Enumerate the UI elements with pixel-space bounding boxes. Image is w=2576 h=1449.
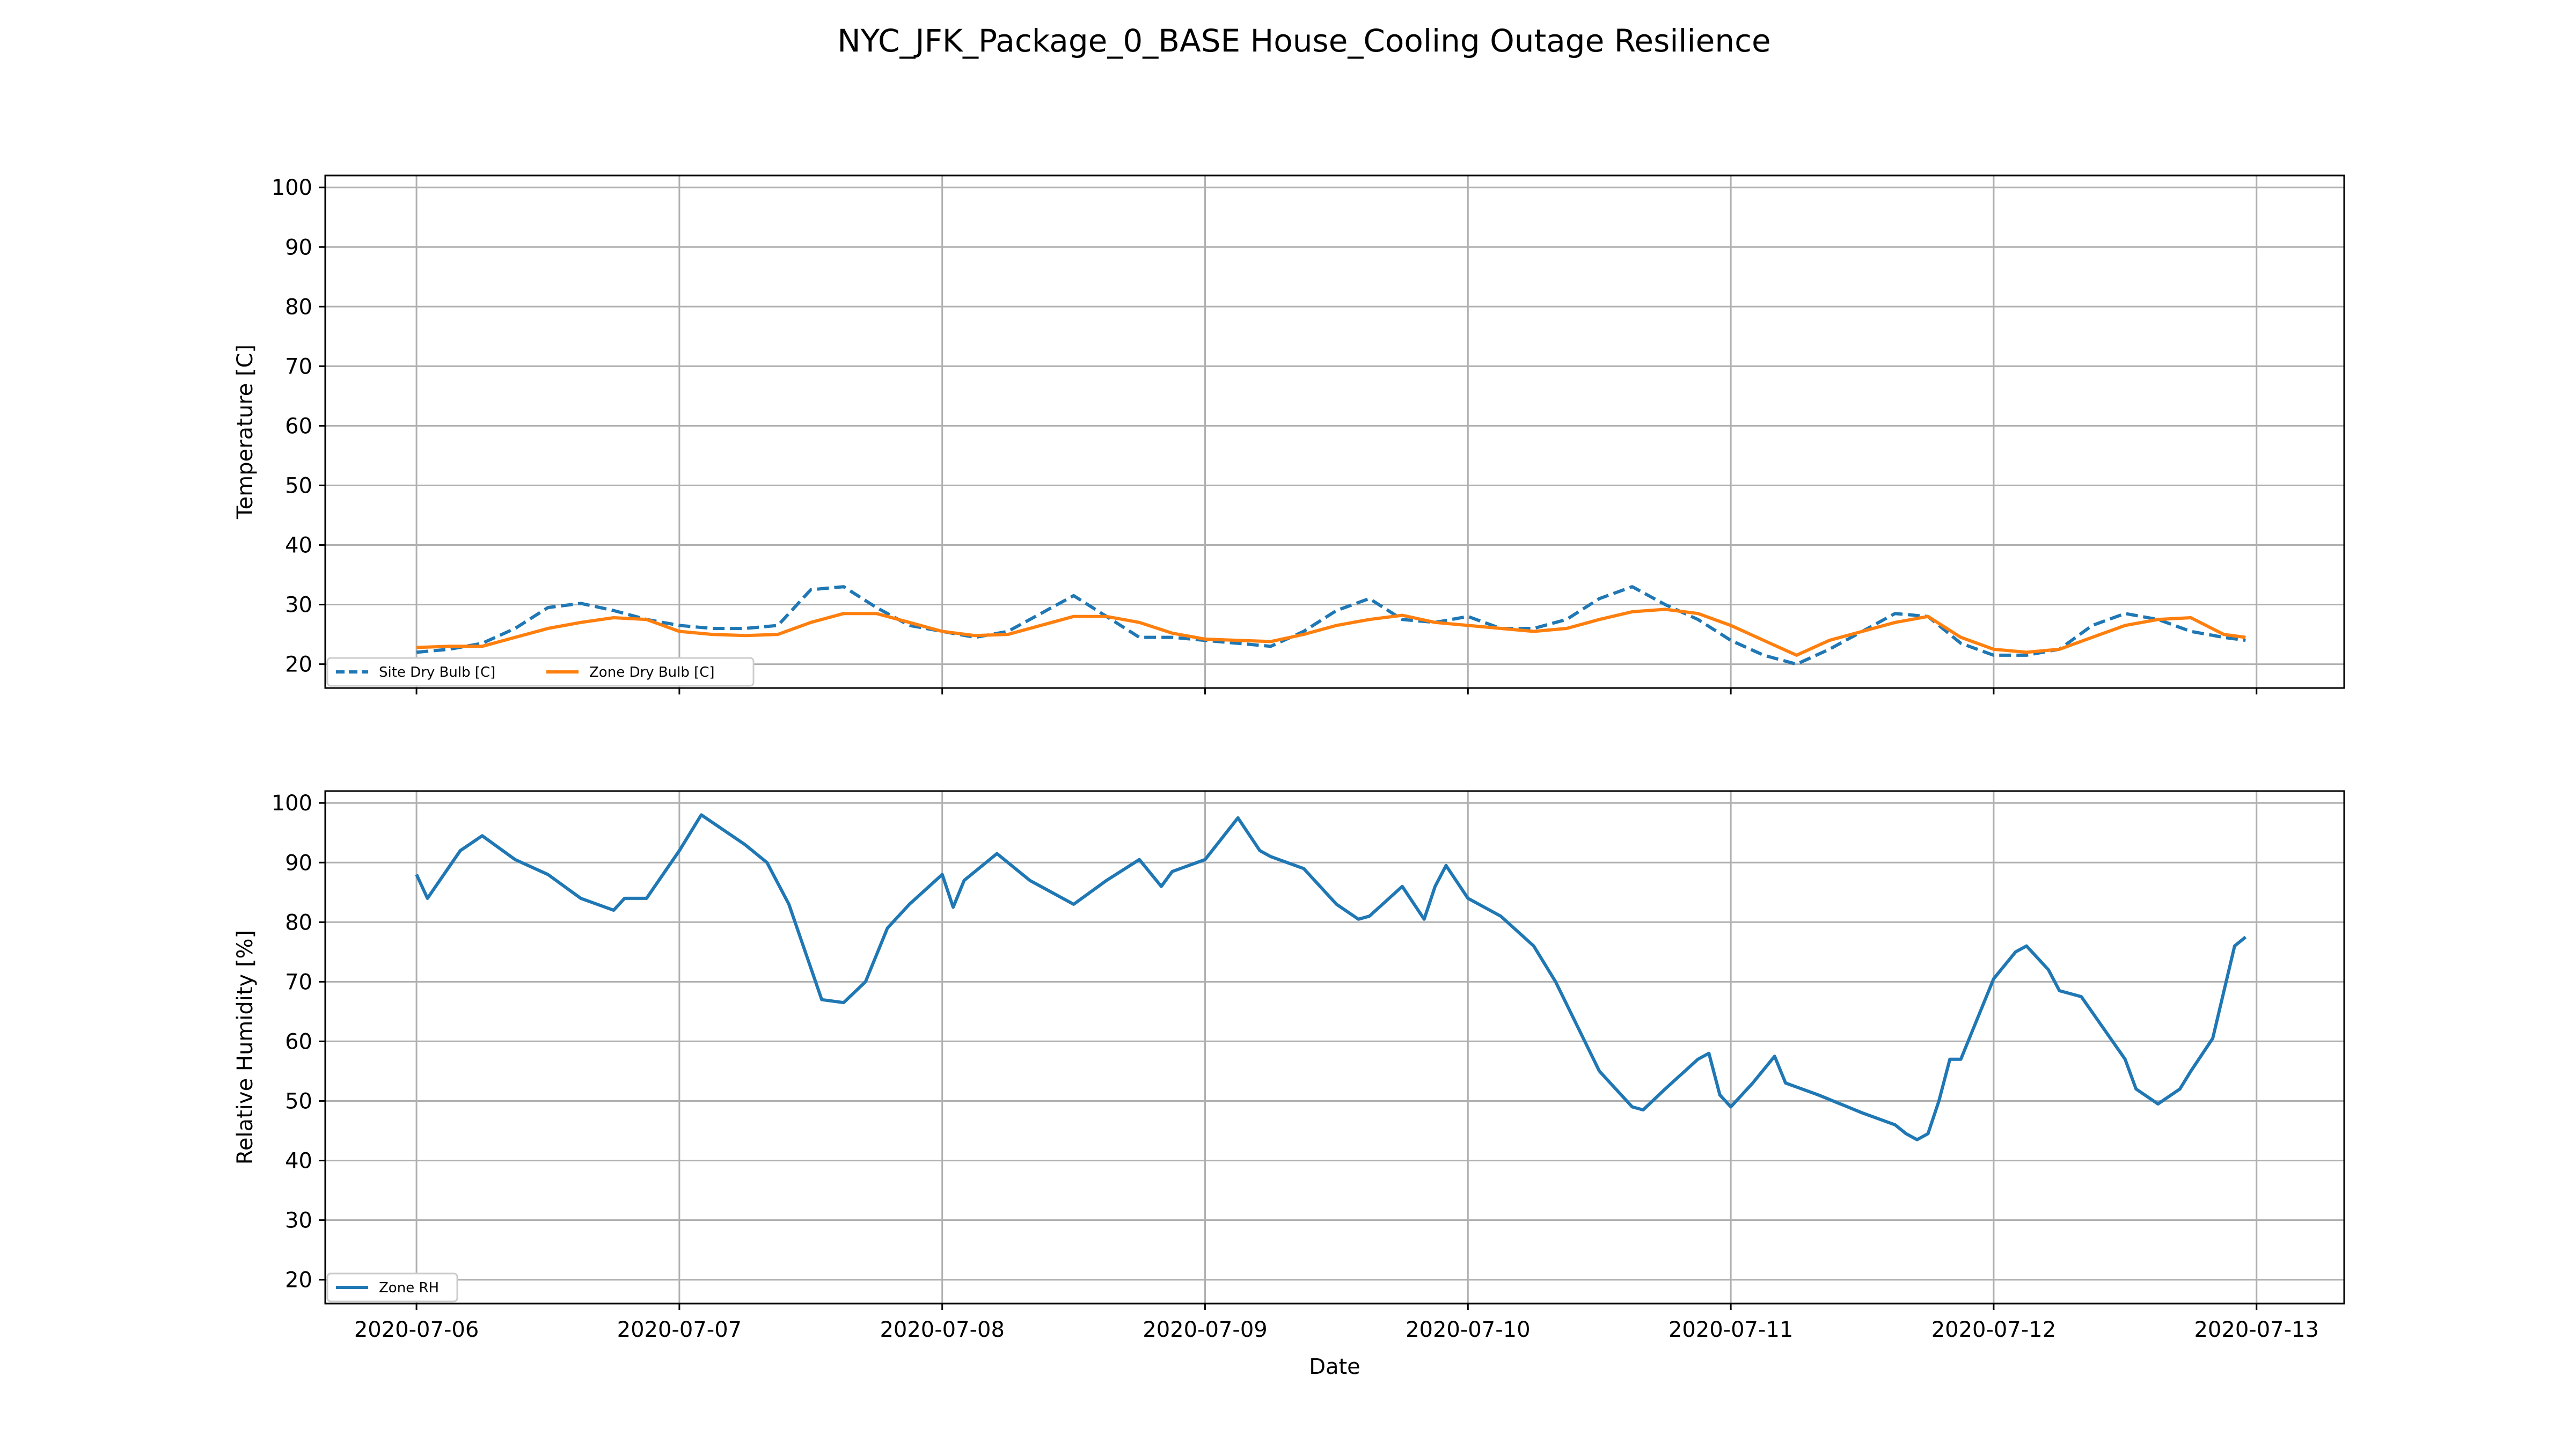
x-tick-label: 2020-07-09: [1143, 1318, 1267, 1342]
legend-label: Zone Dry Bulb [C]: [589, 664, 715, 680]
legend: Site Dry Bulb [C] Zone Dry Bulb [C]: [326, 657, 755, 687]
x-tick-label: 2020-07-10: [1406, 1318, 1530, 1342]
y-tick-label: 20: [285, 653, 312, 677]
x-axis-label: Date: [1309, 1355, 1360, 1379]
x-tick-label: 2020-07-08: [880, 1318, 1004, 1342]
y-tick-label: 80: [285, 910, 312, 935]
y-tick-label: 40: [285, 533, 312, 558]
y-tick-label: 50: [285, 473, 312, 498]
x-tick-label: 2020-07-11: [1668, 1318, 1793, 1342]
x-tick-label: 2020-07-13: [2194, 1318, 2318, 1342]
y-tick-label: 90: [285, 235, 312, 260]
legend-box: [326, 657, 755, 687]
plot-frame: [324, 790, 2345, 1305]
y-tick-label: 30: [285, 593, 312, 618]
plot-frame: [324, 174, 2345, 689]
x-tick-label: 2020-07-07: [617, 1318, 742, 1342]
y-tick-label: 100: [272, 791, 312, 816]
chart-title: NYC_JFK_Package_0_BASE House_Cooling Out…: [837, 23, 1770, 59]
y-tick-label: 60: [285, 1029, 312, 1054]
y-tick-label: 70: [285, 354, 312, 379]
chart-panel-2: 2020-07-06 2020-07-07 2020-07-08 2020-07-09…: [233, 790, 2345, 1342]
x-tick-label: 2020-07-12: [1931, 1318, 2056, 1342]
y-tick-label: 20: [285, 1268, 312, 1293]
y-tick-label: 90: [285, 851, 312, 875]
y-tick-label: 60: [285, 414, 312, 438]
chart-panels: 20 30 40 50 60 70 80 90 100 Temperature [C] Site D…: [233, 174, 2345, 1342]
series-line-zone-rh: [415, 813, 2247, 1141]
x-tick-label: 2020-07-06: [354, 1318, 479, 1342]
series-line-zone-dry-bulb-c: [416, 608, 2246, 657]
y-tick-label: 100: [272, 175, 312, 200]
y-tick-label: 30: [285, 1209, 312, 1233]
chart-panel-1: 20 30 40 50 60 70 80 90 100 Temperature [C] Site D…: [233, 174, 2345, 694]
legend-label: Zone RH: [379, 1280, 439, 1296]
y-tick-label: 70: [285, 970, 312, 994]
y-axis-label: Relative Humidity [%]: [233, 930, 258, 1165]
series-line-site-dry-bulb-c: [416, 585, 2246, 666]
legend: Zone RH: [326, 1272, 458, 1302]
y-tick-label: 40: [285, 1148, 312, 1173]
legend-label: Site Dry Bulb [C]: [379, 664, 495, 680]
y-tick-label: 50: [285, 1089, 312, 1114]
legend-box: [326, 1272, 458, 1302]
y-tick-label: 80: [285, 295, 312, 319]
y-axis-label: Temperature [C]: [233, 345, 258, 519]
